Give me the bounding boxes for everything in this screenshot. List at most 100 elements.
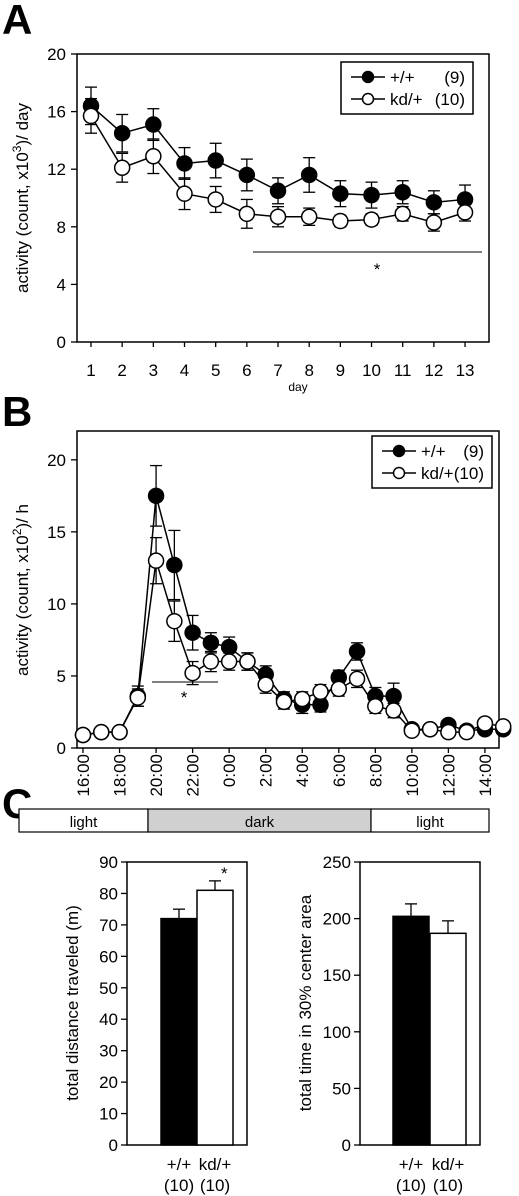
y-tick-label: 15 xyxy=(47,523,66,542)
x-tick-label: 8 xyxy=(304,361,313,380)
bar-n-label: (10) xyxy=(164,1176,194,1195)
significance-asterisk: * xyxy=(181,688,188,707)
x-tick-label: 12:00 xyxy=(439,754,458,797)
light-dark-label: light xyxy=(416,814,444,831)
legend-label: +/+ xyxy=(390,68,415,87)
legend-n: (9) xyxy=(444,68,465,87)
x-tick-label: 18:00 xyxy=(111,754,130,797)
legend-marker xyxy=(361,70,375,84)
bar-n-label: (10) xyxy=(433,1176,463,1195)
kd-point xyxy=(312,683,329,701)
x-tick-label: 4:00 xyxy=(293,754,312,787)
legend-marker xyxy=(361,92,375,106)
legend-box xyxy=(371,435,493,489)
y-tick-label: 0 xyxy=(342,1136,351,1155)
bar-kd xyxy=(429,932,467,1146)
y-tick-label: 0 xyxy=(57,333,66,352)
y-axis-label: activity (count, x102)/ h xyxy=(10,504,32,676)
wt-point xyxy=(176,155,193,172)
kd-point xyxy=(363,211,380,228)
y-tick-label: 50 xyxy=(332,1079,351,1098)
y-tick-label: 16 xyxy=(47,103,66,122)
light-dark-label: light xyxy=(70,814,98,831)
kd-point xyxy=(293,690,311,708)
wt-point xyxy=(220,638,238,656)
y-tick-label: 0 xyxy=(57,739,66,758)
y-tick-label: 20 xyxy=(99,1073,118,1092)
plot-frame xyxy=(76,430,500,749)
y-tick-label: 20 xyxy=(47,45,66,64)
y-tick-label: 90 xyxy=(99,853,118,872)
y-tick-label: 80 xyxy=(99,884,118,903)
kd-point xyxy=(166,612,183,630)
wt-point xyxy=(385,687,402,705)
kd-point xyxy=(425,214,443,231)
wt-point xyxy=(425,194,443,211)
wt-point xyxy=(113,124,131,142)
kd-point xyxy=(458,723,475,741)
wt-point xyxy=(394,183,411,201)
series-line-wt xyxy=(82,495,504,736)
legend-box xyxy=(340,61,474,115)
significance-asterisk: * xyxy=(374,260,381,279)
kd-point xyxy=(421,721,439,738)
wt-point xyxy=(207,152,224,169)
x-tick-label: 13 xyxy=(456,361,475,380)
kd-point xyxy=(476,715,494,732)
x-tick-label: 4 xyxy=(180,361,189,380)
bar-wt xyxy=(392,915,430,1146)
x-tick-label: 2:00 xyxy=(257,754,276,787)
kd-point xyxy=(184,664,201,682)
legend-label: kd/+ xyxy=(390,90,423,109)
series-line-kd xyxy=(82,560,504,736)
kd-point xyxy=(239,653,256,670)
kd-point xyxy=(456,204,474,221)
y-tick-label: 0 xyxy=(109,1136,118,1155)
kd-point xyxy=(82,107,100,125)
legend-n: (10) xyxy=(435,90,465,109)
light-dark-label: dark xyxy=(245,814,275,831)
x-tick-label: 1 xyxy=(86,361,95,380)
y-tick-label: 70 xyxy=(99,916,118,935)
y-tick-label: 12 xyxy=(47,160,66,179)
y-tick-label: 5 xyxy=(57,667,66,686)
legend-marker xyxy=(392,466,406,480)
wt-point xyxy=(184,624,201,641)
bar-category-label: kd/+ xyxy=(199,1155,232,1174)
wt-point xyxy=(269,182,287,200)
legend-n: (10) xyxy=(454,464,484,483)
wt-point xyxy=(166,556,183,574)
kd-point xyxy=(220,653,238,670)
plot-frame xyxy=(76,53,490,343)
y-axis-label: total time in 30% center area xyxy=(296,894,315,1111)
y-tick-label: 60 xyxy=(99,947,118,966)
kd-point xyxy=(93,723,110,741)
y-tick-label: 200 xyxy=(323,910,351,929)
bar-category-label: +/+ xyxy=(167,1155,192,1174)
kd-point xyxy=(494,718,512,735)
y-tick-label: 4 xyxy=(57,275,66,294)
y-axis-label: activity (count, x103)/ day xyxy=(10,103,32,293)
bar-n-label: (10) xyxy=(200,1176,230,1195)
kd-point xyxy=(111,723,128,741)
x-tick-label: 6 xyxy=(242,361,251,380)
x-tick-label: 11 xyxy=(394,361,412,380)
kd-point xyxy=(367,697,384,715)
panel-b-letter: B xyxy=(2,388,32,435)
x-axis-label: day xyxy=(288,380,307,394)
y-tick-label: 10 xyxy=(99,1105,118,1124)
legend-n: (9) xyxy=(463,442,484,461)
kd-point xyxy=(129,689,147,706)
x-tick-label: 10:00 xyxy=(403,754,422,797)
kd-point xyxy=(176,185,193,202)
x-tick-label: 0:00 xyxy=(220,754,239,787)
y-tick-label: 100 xyxy=(323,1023,351,1042)
y-tick-label: 10 xyxy=(47,595,66,614)
y-axis-label: total distance traveled (m) xyxy=(63,905,82,1101)
kd-point xyxy=(113,159,131,177)
light-dark-segment-light xyxy=(370,808,490,833)
panel-a-letter: A xyxy=(2,0,32,43)
kd-point xyxy=(300,208,318,225)
bar-category-label: +/+ xyxy=(399,1155,424,1174)
x-tick-label: 22:00 xyxy=(184,754,203,797)
